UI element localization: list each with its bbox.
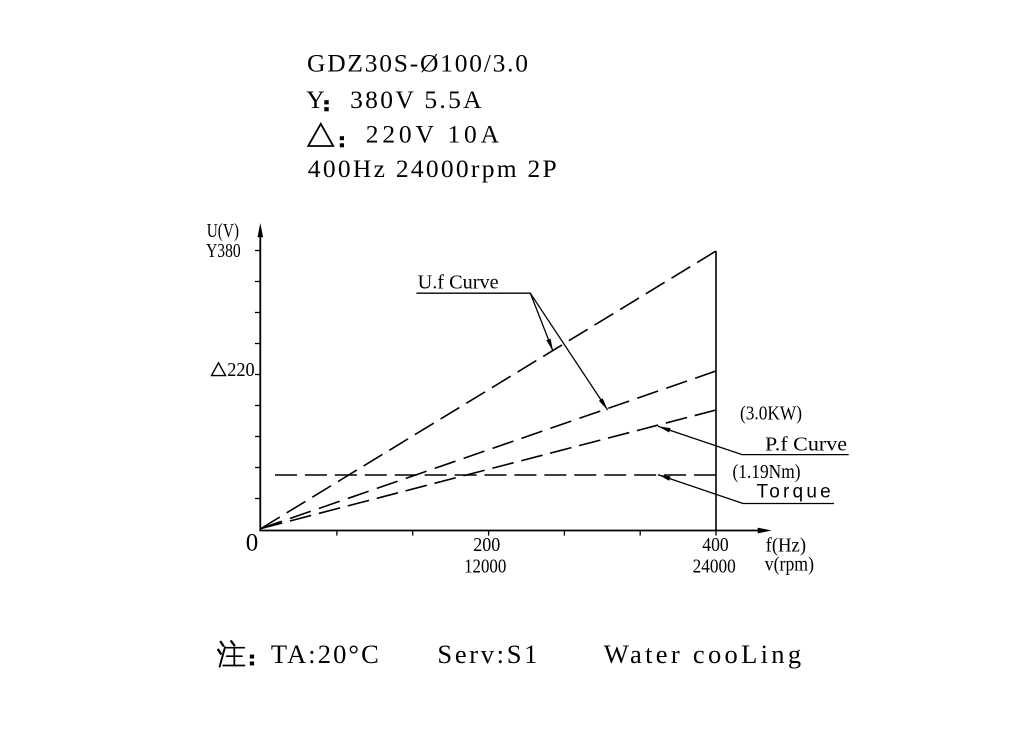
svg-text:400: 400: [702, 535, 728, 556]
svg-text:v(rpm): v(rpm): [765, 555, 814, 576]
svg-text:(1.19Nm): (1.19Nm): [733, 462, 801, 483]
svg-text:Serv:S1: Serv:S1: [437, 639, 537, 669]
svg-text:Y380: Y380: [206, 241, 241, 262]
svg-text:Torque: Torque: [757, 482, 834, 503]
svg-text:0: 0: [246, 530, 258, 557]
svg-text:Y: Y: [306, 85, 324, 114]
svg-text:TA:20°C: TA:20°C: [271, 639, 379, 669]
svg-text:GDZ30S-Ø100/3.0: GDZ30S-Ø100/3.0: [307, 49, 528, 78]
svg-text:U.f Curve: U.f Curve: [418, 273, 499, 294]
svg-text:P.f Curve: P.f Curve: [765, 435, 847, 456]
svg-text:200: 200: [473, 535, 500, 556]
svg-text:24000: 24000: [693, 556, 736, 577]
svg-text:380V 5.5A: 380V 5.5A: [350, 85, 482, 114]
svg-text:12000: 12000: [464, 556, 506, 577]
svg-text:Water cooLing: Water cooLing: [604, 639, 801, 669]
svg-text:f(Hz): f(Hz): [766, 536, 807, 557]
svg-text:220: 220: [227, 360, 254, 381]
svg-text:U(V): U(V): [207, 221, 239, 242]
svg-text:400Hz 24000rpm 2P: 400Hz 24000rpm 2P: [308, 154, 557, 183]
svg-text:(3.0KW): (3.0KW): [740, 404, 802, 425]
